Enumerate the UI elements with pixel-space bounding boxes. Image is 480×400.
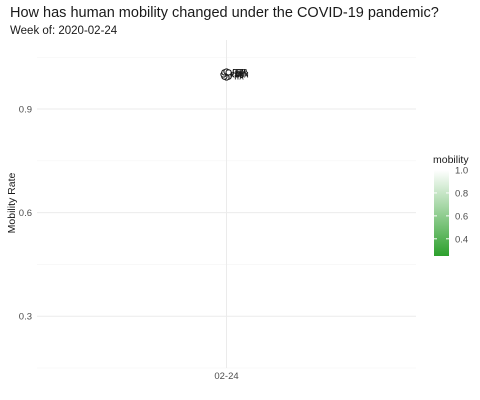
data-point-label: DEU — [233, 70, 246, 76]
data-point-label: GBR — [232, 69, 246, 75]
data-point-label: USA — [236, 74, 249, 80]
legend: mobility 0.4 0.6 0.8 1.0 — [433, 154, 469, 256]
data-point-label: ESP — [231, 73, 243, 79]
legend-tick-label: 0.4 — [455, 234, 468, 245]
grid — [37, 40, 416, 369]
legend-tick-label: 0.6 — [455, 211, 468, 222]
y-tick-label: 0.3 — [19, 312, 32, 323]
y-axis-title: Mobility Rate — [6, 173, 18, 234]
x-tick-label: 02-24 — [214, 371, 238, 382]
y-tick-label: 0.6 — [19, 208, 32, 219]
data-point-label: CHN — [236, 73, 249, 79]
legend-title: mobility — [433, 154, 469, 166]
y-tick-label: 0.9 — [19, 105, 32, 116]
legend-tick-label: 1.0 — [455, 166, 468, 177]
legend-tick-label: 0.8 — [455, 188, 468, 199]
data-point — [225, 69, 232, 76]
data-point-label: ITA — [235, 76, 245, 82]
axes: 0.3 0.6 0.9 02-24 — [19, 105, 239, 382]
legend-colorbar — [434, 170, 449, 256]
chart-title: How has human mobility changed under the… — [10, 5, 439, 21]
data-point-label: FRA — [236, 69, 249, 75]
chart-subtitle: Week of: 2020-02-24 — [10, 25, 118, 37]
data-point-label: KOR — [230, 74, 244, 80]
